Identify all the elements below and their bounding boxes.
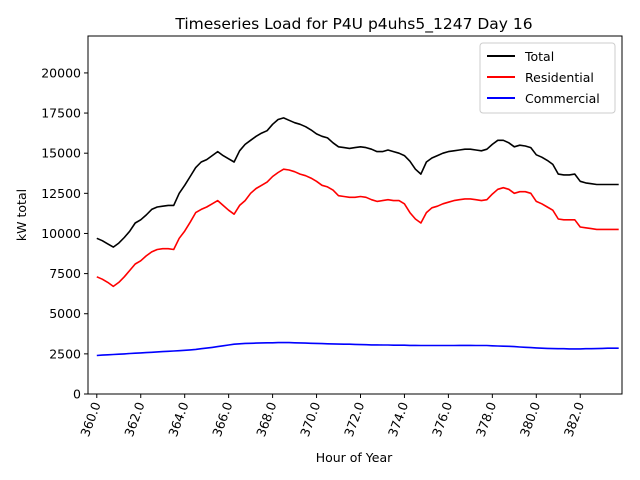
series-line-total (96, 117, 619, 248)
y-tick-label: 12500 (41, 186, 81, 201)
axes-frame (87, 35, 623, 395)
y-tick-label: 5000 (49, 306, 81, 321)
y-tick-label: 10000 (41, 226, 81, 241)
chart-title: Timeseries Load for P4U p4uhs5_1247 Day … (174, 15, 532, 34)
series-line-commercial (96, 341, 619, 357)
x-axis-label: Hour of Year (316, 450, 393, 465)
legend: Total Residential Commercial (479, 42, 616, 114)
legend-label-residential: Residential (525, 70, 594, 85)
legend-label-commercial: Commercial (525, 91, 600, 106)
y-tick-label: 2500 (49, 346, 81, 361)
series-group (96, 117, 619, 357)
y-tick-label: 15000 (41, 146, 81, 161)
legend-box (479, 42, 616, 114)
y-tick-label: 0 (73, 387, 81, 402)
series-line-residential (96, 168, 619, 288)
y-tick-label: 17500 (41, 106, 81, 121)
y-tick-label: 20000 (41, 65, 81, 80)
y-axis: 0 2500 5000 7500 10000 12500 15000 17500 20000 (41, 65, 88, 402)
y-axis-label: kW total (14, 189, 29, 241)
y-tick-label: 7500 (49, 266, 81, 281)
legend-label-total: Total (524, 49, 554, 64)
